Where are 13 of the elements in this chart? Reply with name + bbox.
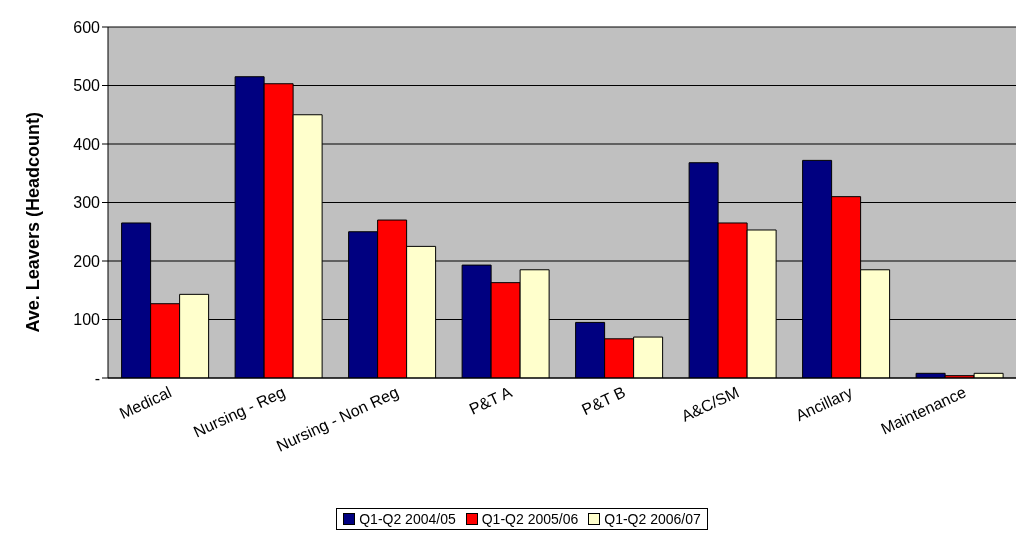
legend-label: Q1-Q2 2004/05 [358,511,456,527]
x-tick-label: P&T B [579,383,629,419]
legend-label: Q1-Q2 2005/06 [480,511,579,527]
y-axis-title: Ave. Leavers (Headcount) [23,112,44,333]
y-tick-label: 200 [73,252,101,270]
y-tick-label: 100 [73,311,101,329]
x-tick-label: P&T A [466,383,515,418]
y-tick-label: 500 [73,77,101,95]
y-tick-label: 600 [73,18,101,36]
y-tick-label: - [94,369,100,387]
legend-label: Q1-Q2 2006/07 [603,511,701,527]
y-tick-label: 400 [73,135,101,153]
y-tick-label: 300 [73,194,101,212]
